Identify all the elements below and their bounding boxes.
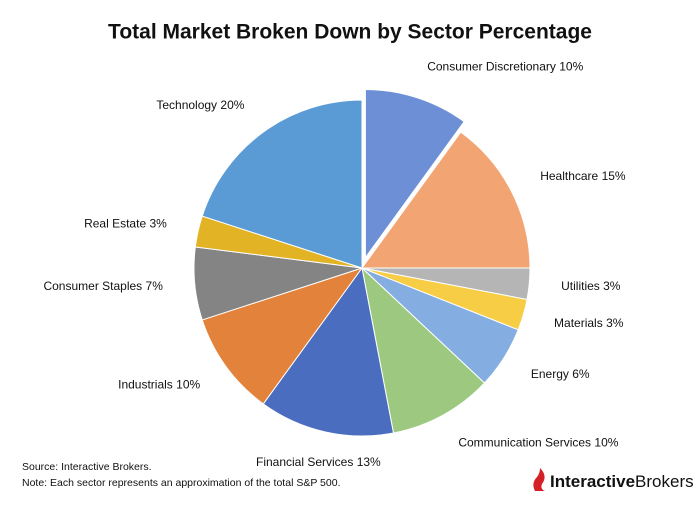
value-label: 13%: [357, 455, 381, 469]
value-label: 3%: [149, 217, 167, 231]
value-label: 3%: [606, 316, 624, 330]
pie-slice: [364, 89, 465, 260]
value-label: 10%: [176, 378, 200, 392]
logo-icon: [533, 468, 545, 491]
data-label: Communication Services 10%: [458, 435, 618, 449]
pie-slice: [201, 267, 364, 405]
category-label: Materials: [554, 316, 603, 330]
footnote: Note: Each sector represents an approxim…: [22, 477, 341, 489]
value-label: 15%: [602, 169, 626, 183]
value-label: 6%: [572, 367, 590, 381]
data-label: Consumer Discretionary 10%: [427, 59, 583, 73]
data-label: Energy 6%: [531, 367, 590, 381]
category-label: Healthcare: [540, 169, 598, 183]
data-label: Real Estate 3%: [84, 217, 167, 231]
category-label: Technology: [156, 98, 217, 112]
category-label: Communication Services: [458, 435, 591, 449]
category-label: Consumer Staples: [43, 279, 142, 293]
pie-slice: [361, 131, 531, 269]
value-label: 7%: [146, 279, 164, 293]
value-label: 10%: [594, 435, 618, 449]
category-label: Consumer Discretionary: [427, 59, 556, 73]
category-label: Financial Services: [256, 455, 353, 469]
source-note: Source: Interactive Brokers.: [22, 461, 152, 473]
category-label: Utilities: [561, 279, 600, 293]
logo-part: Interactive: [550, 472, 635, 491]
value-label: 3%: [603, 279, 621, 293]
data-label: Financial Services 13%: [256, 455, 381, 469]
data-label: Consumer Staples 7%: [43, 279, 163, 293]
logo-text: InteractiveBrokers: [550, 472, 694, 491]
category-label: Energy: [531, 367, 569, 381]
pie: [193, 89, 531, 437]
data-label: Materials 3%: [554, 316, 624, 330]
category-label: Industrials: [118, 378, 173, 392]
pie-slice: [201, 99, 363, 269]
logo-part: Brokers: [635, 472, 694, 491]
data-label: Technology 20%: [156, 98, 244, 112]
value-label: 10%: [559, 59, 583, 73]
chart-title: Total Market Broken Down by Sector Perce…: [108, 21, 592, 44]
pie-slice: [262, 266, 395, 437]
pie-slice: [361, 266, 486, 434]
data-label: Healthcare 15%: [540, 169, 626, 183]
data-label: Industrials 10%: [118, 378, 200, 392]
category-label: Real Estate: [84, 217, 146, 231]
data-label: Utilities 3%: [561, 279, 621, 293]
value-label: 20%: [220, 98, 244, 112]
labels: Consumer Discretionary 10% Healthcare 15%…: [43, 59, 625, 469]
